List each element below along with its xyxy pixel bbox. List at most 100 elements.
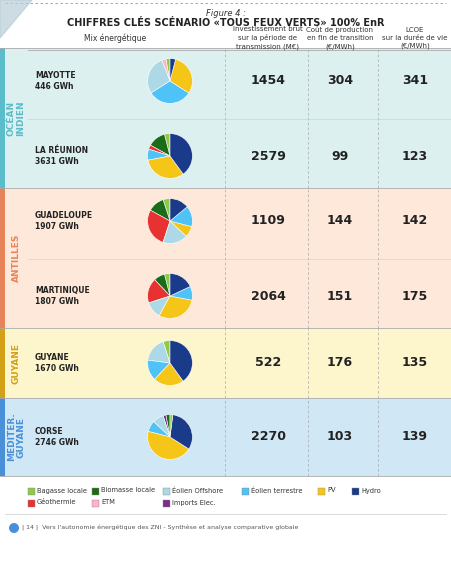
Text: OCÉAN
INDIEN: OCÉAN INDIEN [7, 100, 25, 136]
Wedge shape [159, 296, 192, 319]
Bar [5, 328, 451, 398]
Wedge shape [166, 59, 170, 81]
Text: 144: 144 [327, 214, 353, 228]
Wedge shape [170, 415, 193, 449]
Bar [5, 48, 451, 188]
Text: ETM: ETM [101, 499, 115, 506]
Text: 2579: 2579 [251, 150, 285, 162]
Wedge shape [147, 360, 170, 380]
Text: GUYANE
1670 GWh: GUYANE 1670 GWh [35, 353, 79, 373]
Text: CORSE
2746 GWh: CORSE 2746 GWh [35, 427, 79, 447]
Bar [28, 499, 35, 506]
Wedge shape [147, 60, 170, 93]
Wedge shape [165, 274, 170, 296]
Text: 123: 123 [402, 150, 428, 162]
Wedge shape [170, 199, 187, 221]
Wedge shape [163, 221, 186, 244]
Text: Bagasse locale: Bagasse locale [37, 487, 87, 494]
Wedge shape [170, 59, 193, 93]
Text: 341: 341 [402, 74, 428, 88]
Bar [352, 487, 359, 495]
Bar [0, 328, 5, 398]
Wedge shape [148, 342, 170, 363]
Text: 151: 151 [327, 290, 353, 302]
Text: CHIFFRES CLÉS SCÉNARIO «TOUS FEUX VERTS» 100% EnR: CHIFFRES CLÉS SCÉNARIO «TOUS FEUX VERTS»… [67, 18, 384, 28]
Wedge shape [155, 363, 183, 385]
Text: 1109: 1109 [251, 214, 285, 228]
Wedge shape [165, 134, 170, 156]
Wedge shape [147, 149, 170, 160]
Bar [0, 188, 5, 328]
Bar [0, 398, 5, 476]
Bar [0, 48, 5, 188]
Circle shape [9, 523, 19, 533]
Text: 135: 135 [402, 357, 428, 369]
Text: Coût de production
en fin de transition
(€/MWh): Coût de production en fin de transition … [307, 26, 373, 50]
Bar [28, 487, 35, 495]
Wedge shape [170, 286, 193, 300]
Bar [318, 487, 325, 495]
Wedge shape [163, 199, 170, 221]
Bar [5, 398, 451, 476]
Bar [92, 487, 99, 495]
Bar [92, 499, 99, 506]
Text: MARTINIQUE
1807 GWh: MARTINIQUE 1807 GWh [35, 286, 90, 306]
Text: LCOE
sur la durée de vie
(€/MWh): LCOE sur la durée de vie (€/MWh) [382, 26, 448, 50]
Text: LA RÉUNION
3631 GWh: LA RÉUNION 3631 GWh [35, 146, 88, 166]
Text: 2270: 2270 [250, 430, 285, 444]
Wedge shape [148, 156, 183, 179]
Text: Éolien Offshore: Éolien Offshore [172, 487, 223, 494]
Text: Éolien terrestre: Éolien terrestre [251, 487, 303, 494]
Wedge shape [170, 134, 193, 174]
Wedge shape [149, 296, 170, 316]
Wedge shape [147, 431, 189, 460]
Text: 176: 176 [327, 357, 353, 369]
Wedge shape [148, 422, 170, 437]
Wedge shape [149, 145, 170, 156]
Wedge shape [154, 416, 170, 437]
Wedge shape [150, 200, 170, 221]
Wedge shape [155, 274, 170, 296]
Wedge shape [170, 221, 192, 236]
Wedge shape [162, 59, 170, 81]
Bar [0, 48, 5, 188]
Bar [242, 487, 249, 495]
Wedge shape [147, 210, 170, 242]
Text: Géothermie: Géothermie [37, 499, 77, 506]
Text: ANTILLES: ANTILLES [11, 234, 20, 282]
Text: 522: 522 [255, 357, 281, 369]
Bar [0, 328, 5, 398]
Text: Figure 4 :: Figure 4 : [206, 9, 245, 18]
Text: 1454: 1454 [250, 74, 285, 88]
Text: GUYANE: GUYANE [11, 343, 20, 384]
Bar [0, 188, 5, 328]
Wedge shape [166, 415, 170, 437]
Text: 2064: 2064 [251, 290, 285, 302]
Wedge shape [151, 81, 189, 104]
Wedge shape [170, 415, 173, 437]
Wedge shape [170, 207, 193, 226]
Text: 142: 142 [402, 214, 428, 228]
Text: Imports Elec.: Imports Elec. [172, 499, 216, 506]
Bar [163, 499, 170, 506]
Wedge shape [170, 274, 190, 296]
Wedge shape [150, 134, 170, 156]
Text: MEDITER.
GUYANE: MEDITER. GUYANE [7, 412, 25, 461]
Bar [163, 487, 170, 495]
Text: 139: 139 [402, 430, 428, 444]
Text: Investissement brut
sur la période de
transmission (M€): Investissement brut sur la période de tr… [233, 26, 303, 50]
Polygon shape [0, 0, 32, 38]
Text: | 14 |  Vers l'autonomie énergétique des ZNI - Synthèse et analyse comparative g: | 14 | Vers l'autonomie énergétique des … [22, 525, 299, 531]
Text: Hydro: Hydro [361, 487, 381, 494]
Text: 175: 175 [402, 290, 428, 302]
Wedge shape [170, 59, 175, 81]
Text: GUADELOUPE
1907 GWh: GUADELOUPE 1907 GWh [35, 211, 93, 231]
Wedge shape [170, 340, 193, 381]
Wedge shape [163, 340, 170, 363]
Text: Mix énergétique: Mix énergétique [84, 33, 146, 43]
Bar [5, 188, 451, 328]
Text: 103: 103 [327, 430, 353, 444]
Text: 99: 99 [331, 150, 349, 162]
Text: Biomasse locale: Biomasse locale [101, 487, 155, 494]
Text: 304: 304 [327, 74, 353, 88]
